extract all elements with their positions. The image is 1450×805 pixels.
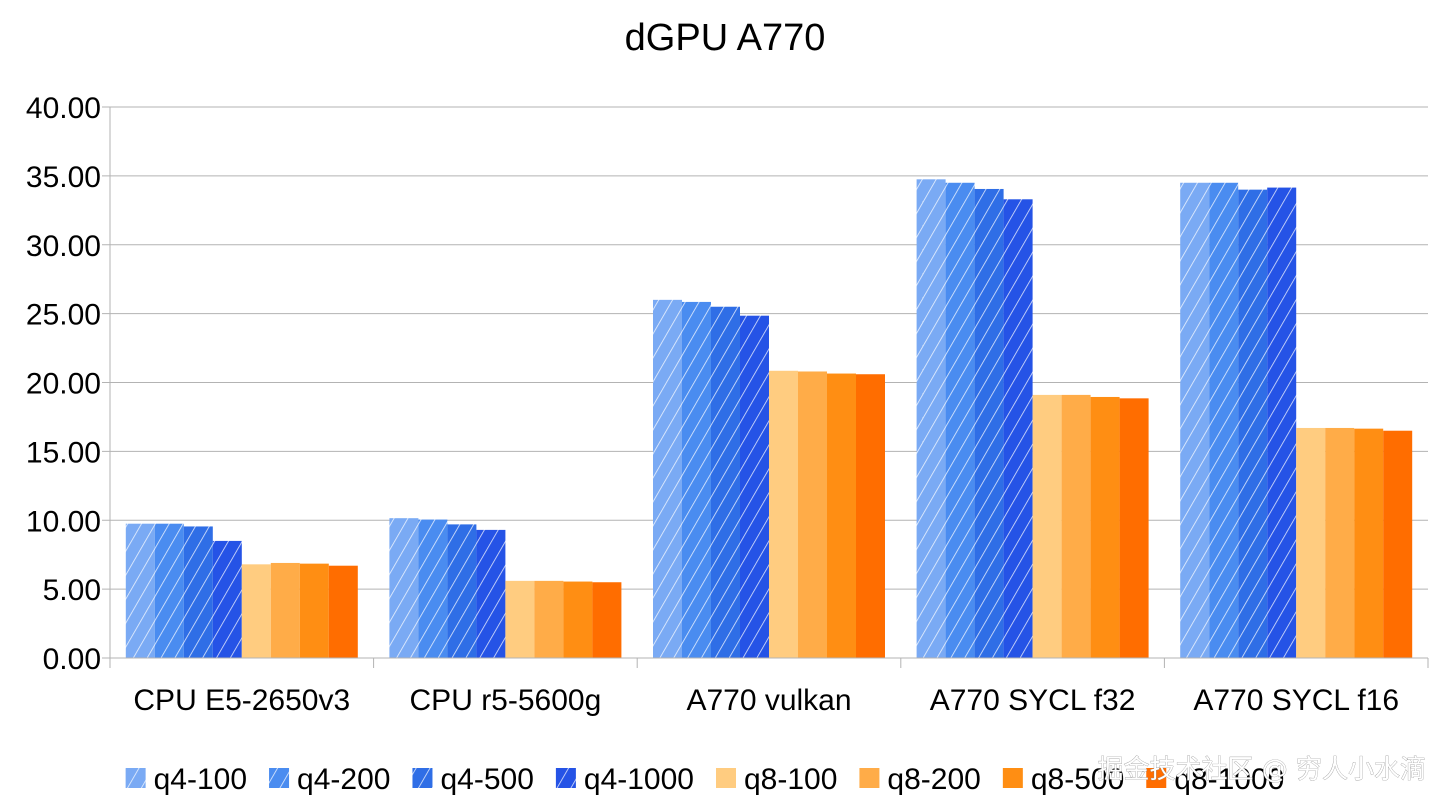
legend-swatch: [412, 768, 433, 788]
y-tick-label: 35.00: [26, 161, 101, 194]
legend-swatch: [1002, 768, 1023, 788]
bar-q4-1000: [1267, 187, 1297, 659]
x-tick-label: CPU E5-2650v3: [133, 684, 350, 717]
bar-q4-1000: [740, 315, 769, 658]
bar-q4-500: [447, 524, 477, 658]
x-tick-label: CPU r5-5600g: [410, 684, 602, 717]
watermark-text: 掘金技术社区 @ 穷人小水滴: [1097, 755, 1426, 785]
x-tick-label: A770 vulkan: [686, 684, 851, 717]
legend-swatch: [716, 768, 736, 788]
x-axis-labels: CPU E5-2650v3 CPU r5-5600g A770 vulkan A770…: [133, 684, 1399, 717]
bar-q4-1000: [1003, 199, 1033, 659]
y-tick-label: 0.00: [43, 643, 101, 676]
bar-q8-100: [769, 370, 798, 658]
bar-q4-100: [1180, 182, 1210, 658]
bar-q4-100: [916, 179, 946, 658]
legend-item: q4-200: [269, 763, 390, 796]
bar-q8-500: [1090, 396, 1120, 658]
legend-label: q8-500: [1031, 763, 1124, 796]
bar-q8-1000: [592, 582, 622, 658]
bar-q8-500: [563, 581, 593, 658]
legend-label: q4-100: [154, 763, 247, 796]
legend-label: q4-500: [440, 763, 533, 796]
y-tick-label: 25.00: [26, 299, 101, 332]
bar-q4-500: [711, 306, 740, 658]
x-tick-label: A770 SYCL f16: [1193, 684, 1399, 717]
bar-q4-100: [653, 299, 682, 658]
bar-group: [389, 518, 622, 658]
bar-q8-100: [1032, 394, 1062, 658]
axes: [102, 107, 1429, 668]
legend-swatch: [269, 768, 290, 788]
bar-q8-200: [534, 580, 564, 658]
legend: q4-100 q4-200 q4-500 q4-1000 q8-100 q8-200 q8-…: [125, 763, 1284, 796]
bar-q8-500: [1354, 428, 1384, 658]
legend-item: q8-100: [716, 763, 837, 796]
bar-q8-1000: [856, 374, 885, 658]
bar-q8-200: [1061, 394, 1091, 658]
bar-group: [653, 299, 885, 658]
legend-swatch: [859, 768, 880, 788]
bar-q4-500: [183, 526, 213, 658]
y-tick-label: 30.00: [26, 230, 101, 263]
bar-q8-100: [505, 580, 535, 658]
legend-item: q4-500: [412, 763, 534, 796]
bar-q4-1000: [476, 529, 506, 658]
y-tick-label: 5.00: [43, 574, 101, 607]
y-axis-ticks: 0.00 5.00 10.00 15.00 20.00 25.00 30.00 35.00 40…: [26, 92, 110, 676]
y-tick-label: 10.00: [26, 505, 101, 538]
bar-q4-100: [125, 523, 155, 658]
bar-q8-100: [1296, 427, 1326, 658]
x-tick-label: A770 SYCL f32: [930, 684, 1136, 717]
bar-q4-500: [1238, 189, 1268, 658]
y-tick-label: 20.00: [26, 368, 101, 401]
bar-q8-200: [1325, 427, 1355, 658]
bar-q8-200: [270, 562, 300, 658]
bar-q4-200: [682, 301, 711, 658]
bar-q8-200: [798, 371, 827, 658]
chart-title: dGPU A770: [625, 17, 826, 59]
bar-group: [916, 179, 1149, 659]
legend-label: q8-100: [744, 763, 837, 796]
bars: [125, 179, 1413, 659]
legend-item: q8-500: [1002, 763, 1124, 796]
legend-swatch: [555, 768, 576, 788]
legend-swatch: [125, 768, 146, 788]
legend-label: q4-1000: [584, 763, 694, 796]
bar-q4-200: [945, 182, 975, 658]
legend-item: q8-200: [859, 763, 981, 796]
legend-item: q4-1000: [555, 763, 694, 796]
legend-label: q4-200: [297, 763, 390, 796]
bar-q8-100: [241, 564, 271, 658]
bar-q8-1000: [1119, 398, 1149, 658]
legend-label: q8-200: [887, 763, 980, 796]
bar-group: [125, 523, 358, 658]
bar-q4-1000: [212, 540, 242, 658]
bar-group: [1180, 182, 1413, 659]
legend-item: q4-100: [125, 763, 247, 796]
y-tick-label: 40.00: [26, 92, 101, 125]
bar-q8-500: [827, 373, 856, 658]
bar-q8-500: [299, 563, 329, 658]
bar-q8-1000: [328, 565, 358, 658]
bar-q4-500: [974, 188, 1004, 658]
bar-q4-200: [418, 519, 448, 658]
bar-q4-200: [154, 523, 184, 658]
legend-label: q8-1000: [1174, 763, 1284, 796]
bar-q8-1000: [1383, 430, 1413, 658]
y-tick-label: 15.00: [26, 436, 101, 469]
legend-swatch: [1146, 768, 1167, 788]
legend-item: q8-1000: [1146, 763, 1284, 796]
bar-q4-200: [1209, 182, 1239, 658]
bar-q4-100: [389, 518, 419, 658]
